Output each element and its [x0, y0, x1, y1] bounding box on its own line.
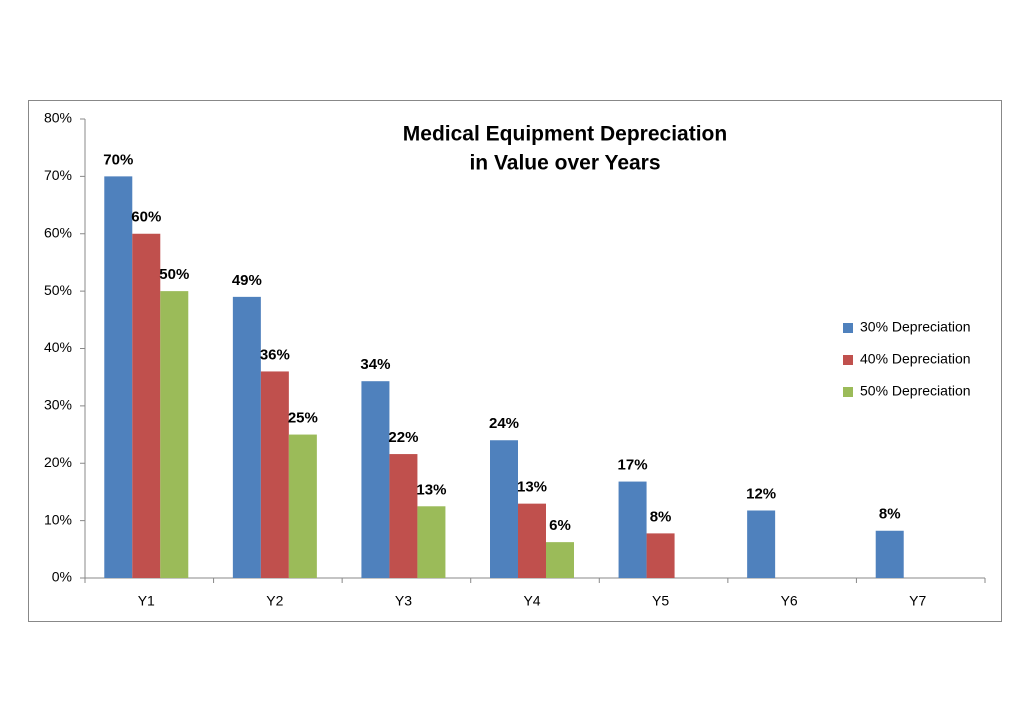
bar — [417, 506, 446, 578]
x-tick-label: Y5 — [652, 593, 669, 609]
bar — [260, 371, 289, 578]
data-label: 13% — [517, 479, 547, 496]
bar — [361, 381, 390, 578]
bar — [490, 440, 518, 578]
y-tick-label: 20% — [44, 454, 72, 470]
x-tick-label: Y6 — [781, 593, 798, 609]
legend-label: 30% Depreciation — [860, 319, 971, 335]
bar — [288, 434, 317, 578]
x-tick-label: Y2 — [266, 593, 283, 609]
bar — [389, 454, 418, 578]
data-label: 34% — [360, 356, 390, 373]
data-label: 24% — [489, 415, 519, 432]
legend-swatch — [843, 387, 853, 397]
legend-swatch — [843, 355, 853, 365]
data-label: 36% — [260, 346, 290, 363]
legend-swatch — [843, 323, 853, 333]
bar — [646, 533, 675, 578]
y-tick-label: 80% — [44, 110, 72, 126]
y-tick-label: 50% — [44, 282, 72, 298]
data-label: 70% — [103, 151, 133, 168]
y-tick-label: 40% — [44, 339, 72, 355]
data-label: 17% — [618, 457, 648, 474]
bar — [160, 291, 189, 578]
x-tick-label: Y4 — [523, 593, 540, 609]
y-tick-label: 60% — [44, 224, 72, 240]
x-tick-label: Y3 — [395, 593, 412, 609]
data-label: 49% — [232, 272, 262, 289]
y-tick-label: 0% — [52, 569, 72, 585]
y-tick-label: 30% — [44, 397, 72, 413]
data-label: 8% — [879, 506, 901, 523]
data-label: 60% — [131, 209, 161, 226]
x-tick-label: Y7 — [909, 593, 926, 609]
y-tick-label: 10% — [44, 511, 72, 527]
bar — [232, 296, 261, 578]
bar — [546, 542, 574, 578]
data-label: 13% — [416, 481, 446, 498]
bar — [747, 510, 776, 578]
data-label: 25% — [288, 410, 318, 427]
data-label: 12% — [746, 485, 776, 502]
data-label: 50% — [159, 266, 189, 283]
legend-label: 40% Depreciation — [860, 351, 971, 367]
bar — [518, 503, 546, 578]
bar — [132, 233, 161, 578]
data-label: 6% — [549, 517, 571, 534]
bar — [875, 530, 904, 578]
bar — [104, 176, 133, 578]
x-tick-label: Y1 — [138, 593, 155, 609]
bar — [618, 481, 647, 578]
legend-label: 50% Depreciation — [860, 383, 971, 399]
data-label: 22% — [388, 429, 418, 446]
chart-title: Medical Equipment Depreciation — [403, 123, 727, 146]
data-label: 8% — [650, 508, 672, 525]
y-tick-label: 70% — [44, 167, 72, 183]
chart-title: in Value over Years — [469, 152, 660, 175]
